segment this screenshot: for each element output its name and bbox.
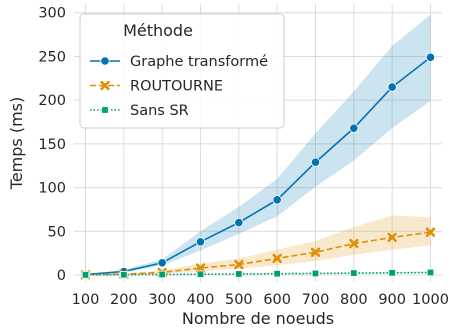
series-2-point [311, 269, 320, 278]
x-tick-label: 500 [225, 292, 253, 308]
series-1-line [85, 231, 431, 276]
series-0-point [387, 82, 397, 92]
legend-label: Sans SR [130, 103, 189, 119]
series-1-point [195, 263, 206, 273]
series-1-point [272, 253, 282, 264]
legend-label: Graphe transformé [130, 54, 268, 70]
x-tick-label: 200 [110, 292, 138, 308]
series-1-band [85, 215, 431, 275]
legend: Méthode Graphe transformé ROUTOURNE Sans S… [79, 13, 285, 129]
x-tick-label: 900 [378, 292, 406, 308]
y-tick-label: 300 [38, 6, 66, 22]
series-2-point [81, 271, 90, 279]
series-0-point [195, 237, 206, 247]
series-1-point [234, 259, 244, 270]
series-0-point [349, 123, 359, 133]
y-tick-label: 200 [38, 93, 66, 109]
series-1-point [425, 227, 436, 237]
y-tick-label: 0 [57, 268, 66, 284]
x-tick-label: 600 [263, 292, 291, 308]
legend-swatch-marker [100, 80, 110, 91]
y-tick-label: 250 [38, 49, 66, 65]
series-2-point [120, 271, 128, 279]
y-tick-label: 100 [38, 181, 66, 197]
legend-title: Méthode [123, 21, 193, 40]
series-2-point [388, 269, 396, 277]
series-markers [80, 52, 436, 280]
tick-labels: 100 200 300 400 500 600 700 800 900 1000 0 50 100 150… [38, 6, 449, 308]
series-0-band [85, 14, 431, 275]
x-tick-label: 700 [302, 292, 330, 308]
series-2-point [350, 269, 358, 277]
x-tick-label: 300 [148, 292, 176, 308]
series-0-line [85, 56, 431, 276]
y-tick-label: 150 [38, 137, 66, 153]
series-0-point [272, 195, 282, 205]
legend-box [79, 13, 285, 129]
x-tick-label: 800 [340, 292, 368, 308]
series-lines [85, 56, 431, 276]
confidence-bands [85, 14, 431, 275]
series-0-point [234, 217, 244, 228]
series-2-point [196, 270, 205, 278]
series-1-point [310, 247, 321, 257]
y-axis-label: Temps (ms) [7, 97, 26, 190]
series-2-point [426, 268, 435, 277]
x-tick-label: 1000 [412, 292, 449, 308]
x-tick-label: 100 [72, 292, 100, 308]
series-2-point [158, 270, 166, 279]
series-2-point [273, 269, 281, 278]
x-axis-label: Nombre de noeuds [182, 309, 334, 328]
legend-label: ROUTOURNE [130, 79, 223, 95]
y-tick-label: 50 [48, 224, 66, 240]
series-1-point [349, 238, 359, 249]
series-2-point [235, 270, 243, 278]
series-2-line [85, 271, 431, 276]
series-2-band [85, 271, 431, 275]
series-1-point [387, 232, 397, 243]
legend-swatch-marker [101, 106, 109, 114]
series-0-point [157, 258, 167, 268]
x-tick-label: 400 [187, 292, 215, 308]
legend-swatch-marker [100, 56, 110, 66]
series-0-point [425, 52, 436, 62]
series-0-point [310, 157, 321, 167]
